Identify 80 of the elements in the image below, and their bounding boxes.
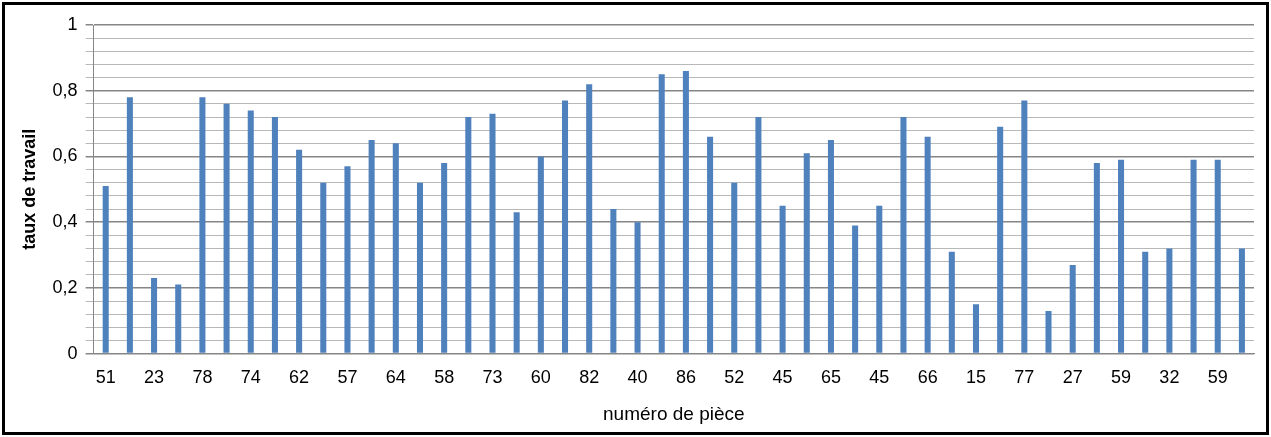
bar xyxy=(658,74,665,353)
bar xyxy=(997,126,1004,353)
bar xyxy=(296,149,303,353)
bar xyxy=(779,205,786,353)
y-tick-label: 0 xyxy=(67,342,78,363)
y-tick-label: 0,4 xyxy=(52,211,78,232)
x-tick-label: 52 xyxy=(724,367,745,388)
x-tick-label: 60 xyxy=(530,367,551,388)
y-tick-label: 0,6 xyxy=(52,145,78,166)
bar xyxy=(1166,248,1173,353)
x-tick-label: 78 xyxy=(192,367,213,388)
x-axis-title: numéro de pièce xyxy=(603,402,745,424)
bar xyxy=(368,140,375,353)
x-tick-label: 58 xyxy=(434,367,455,388)
bar xyxy=(1069,264,1076,353)
bar xyxy=(102,186,109,353)
bar xyxy=(126,97,133,353)
bar xyxy=(465,117,472,353)
bar xyxy=(634,222,641,353)
y-axis-title: taux de travail xyxy=(18,128,39,250)
bar xyxy=(1142,251,1149,353)
bar xyxy=(247,110,254,353)
x-tick-label: 15 xyxy=(965,367,987,388)
x-tick-label: 51 xyxy=(95,367,116,388)
bar xyxy=(271,117,278,353)
x-tick-label: 32 xyxy=(1159,367,1180,388)
x-tick-label: 73 xyxy=(482,367,503,388)
x-tick-label: 74 xyxy=(240,367,261,388)
bar xyxy=(876,205,883,353)
x-tick-label: 62 xyxy=(289,367,310,388)
bar xyxy=(1093,163,1100,353)
x-tick-label: 86 xyxy=(675,367,696,388)
bar xyxy=(610,209,617,353)
bar xyxy=(223,103,230,353)
bar xyxy=(586,84,593,353)
bar xyxy=(827,140,834,353)
x-tick-label: 66 xyxy=(917,367,938,388)
bar xyxy=(755,117,762,353)
x-tick-label: 59 xyxy=(1207,367,1228,388)
x-tick-label: 45 xyxy=(772,367,793,388)
bar xyxy=(803,153,810,353)
y-tick-label: 0,8 xyxy=(52,79,78,100)
bar xyxy=(537,156,544,353)
bar xyxy=(1045,310,1052,353)
bar xyxy=(320,182,327,353)
bar xyxy=(972,304,980,353)
bar xyxy=(900,117,907,353)
bar xyxy=(1190,159,1197,353)
y-tick-label: 0,2 xyxy=(52,276,78,297)
bar xyxy=(513,212,520,353)
bar xyxy=(562,100,569,353)
x-tick-label: 59 xyxy=(1111,367,1132,388)
x-tick-label: 27 xyxy=(1062,367,1083,388)
bar xyxy=(1118,159,1125,353)
bar xyxy=(344,166,351,353)
bar xyxy=(852,225,859,353)
bar xyxy=(392,143,399,353)
bar xyxy=(175,284,182,353)
x-tick-label: 57 xyxy=(337,367,358,388)
bar xyxy=(948,251,955,353)
x-tick-label: 64 xyxy=(385,367,406,388)
x-tick-label: 40 xyxy=(627,367,648,388)
bar xyxy=(924,136,931,353)
x-tick-label: 45 xyxy=(869,367,890,388)
bar xyxy=(731,182,738,353)
y-tick-label: 1 xyxy=(67,13,78,34)
bar xyxy=(416,182,423,353)
x-tick-label: 23 xyxy=(144,367,165,388)
bar xyxy=(199,97,206,353)
x-tick-label: 82 xyxy=(579,367,600,388)
bar xyxy=(682,71,689,353)
bar xyxy=(441,163,448,353)
bar xyxy=(707,136,714,353)
bar xyxy=(1214,159,1221,353)
bar xyxy=(151,278,158,353)
bar xyxy=(1238,248,1245,353)
x-tick-label: 65 xyxy=(820,367,841,388)
x-tick-label: 77 xyxy=(1014,367,1035,388)
bar xyxy=(1021,100,1028,353)
bar xyxy=(489,113,496,353)
